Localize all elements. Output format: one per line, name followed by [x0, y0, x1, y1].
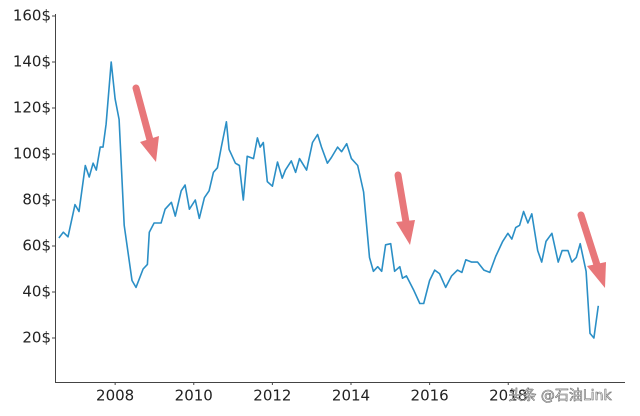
- arrows: [132, 84, 606, 288]
- arrowhead: [587, 262, 606, 288]
- watermark: 头条 @石油Link: [508, 387, 612, 404]
- x-tick-label: 2018: [489, 387, 527, 405]
- y-tick-label: 40$: [22, 283, 51, 301]
- y-tick-label: 140$: [13, 53, 51, 71]
- y-tick-label: 60$: [22, 237, 51, 255]
- arrowhead: [140, 136, 159, 162]
- y-tick-label: 80$: [22, 191, 51, 209]
- x-tick-label: 2008: [96, 387, 134, 405]
- arrow: [577, 211, 601, 269]
- y-tick-label: 120$: [13, 99, 51, 117]
- x-tick-label: 2014: [332, 387, 370, 405]
- y-tick-label: 100$: [13, 145, 51, 163]
- x-tick-label: 2010: [175, 387, 213, 405]
- arrow: [132, 84, 154, 144]
- data-line: [58, 61, 600, 339]
- y-tick-label: 160$: [13, 7, 51, 25]
- y-tick-label: 20$: [22, 329, 51, 347]
- x-tick-label: 2012: [253, 387, 291, 405]
- arrowhead: [396, 220, 415, 245]
- x-tick-label: 2016: [411, 387, 449, 405]
- arrow: [394, 171, 410, 226]
